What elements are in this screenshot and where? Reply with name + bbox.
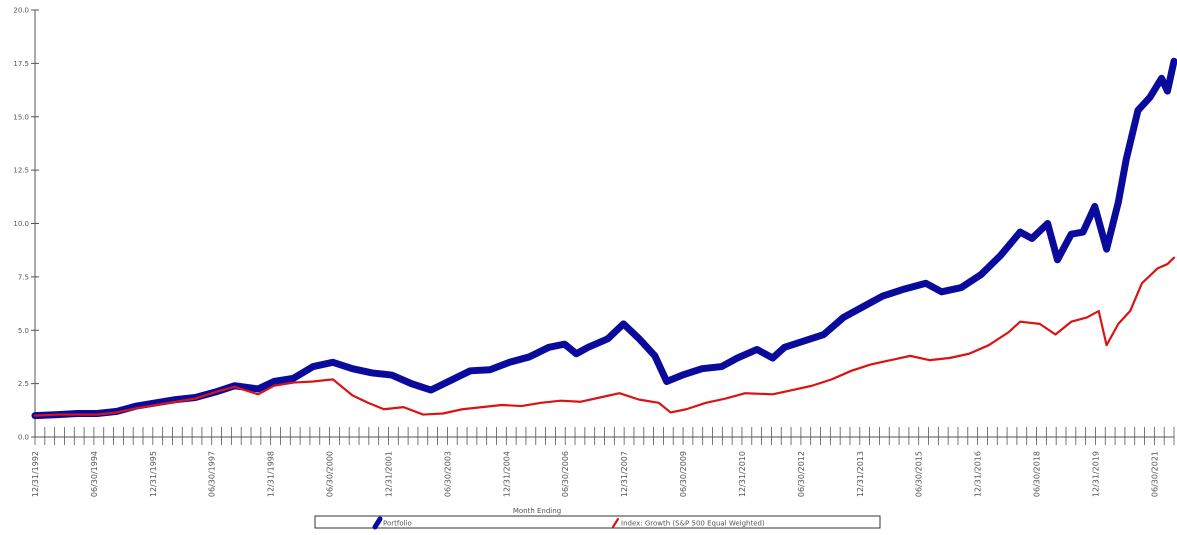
legend-label: Index: Growth (S&P 500 Equal Weighted) bbox=[621, 520, 765, 528]
y-axis: 0.0 2.5 5.0 7.5 10.0 12.5 15.0 17.5 20.0 bbox=[13, 7, 39, 442]
x-tick-label: 06/30/2021 bbox=[1150, 451, 1159, 497]
legend-swatch bbox=[372, 516, 383, 530]
y-tick-label: 10.0 bbox=[13, 220, 29, 228]
series-line-index bbox=[33, 256, 1176, 417]
legend-label: Portfolio bbox=[383, 520, 412, 528]
y-tick-label: 7.5 bbox=[18, 273, 29, 281]
x-tick-label: 06/30/2012 bbox=[797, 451, 806, 497]
x-tick-label: 12/31/2010 bbox=[738, 451, 747, 497]
y-tick-label: 20.0 bbox=[13, 7, 29, 15]
x-tick-label: 12/31/1995 bbox=[149, 451, 158, 497]
x-tick-label: 12/31/1998 bbox=[267, 451, 276, 497]
legend: Portfolio Index: Growth (S&P 500 Equal We… bbox=[314, 515, 881, 530]
series-line-portfolio bbox=[31, 57, 1177, 420]
y-tick-label: 12.5 bbox=[13, 167, 29, 175]
x-axis: 12/31/1992 06/30/1994 12/31/1995 06/30/1997… bbox=[31, 427, 1175, 497]
x-axis-title: Month Ending bbox=[513, 507, 561, 515]
y-tick-label: 2.5 bbox=[18, 380, 29, 388]
x-tick-label: 06/30/2015 bbox=[915, 451, 924, 497]
x-tick-label: 06/30/2009 bbox=[679, 451, 688, 497]
x-tick-label: 12/31/2019 bbox=[1091, 451, 1100, 497]
x-tick-label: 06/30/1994 bbox=[90, 451, 99, 497]
series-layer bbox=[31, 57, 1177, 420]
x-tick-label: 12/31/2007 bbox=[620, 451, 629, 497]
x-tick-label: 12/31/1992 bbox=[31, 451, 40, 497]
x-tick-label: 12/31/2016 bbox=[974, 451, 983, 497]
x-tick-label: 12/31/2013 bbox=[856, 451, 865, 497]
x-tick-label: 12/31/2001 bbox=[384, 451, 393, 497]
x-tick-label: 06/30/2000 bbox=[326, 451, 335, 497]
x-tick-label: 06/30/2006 bbox=[561, 451, 570, 497]
y-tick-label: 17.5 bbox=[13, 60, 29, 68]
x-tick-label: 06/30/2018 bbox=[1033, 451, 1042, 497]
x-tick-label: 06/30/2003 bbox=[443, 451, 452, 497]
y-tick-label: 5.0 bbox=[18, 327, 29, 335]
legend-swatch bbox=[611, 517, 620, 529]
y-tick-label: 15.0 bbox=[13, 113, 29, 121]
y-tick-label: 0.0 bbox=[18, 434, 29, 442]
x-tick-label: 12/31/2004 bbox=[502, 451, 511, 497]
legend-box bbox=[314, 515, 881, 529]
x-tick-label: 06/30/1997 bbox=[208, 451, 217, 497]
